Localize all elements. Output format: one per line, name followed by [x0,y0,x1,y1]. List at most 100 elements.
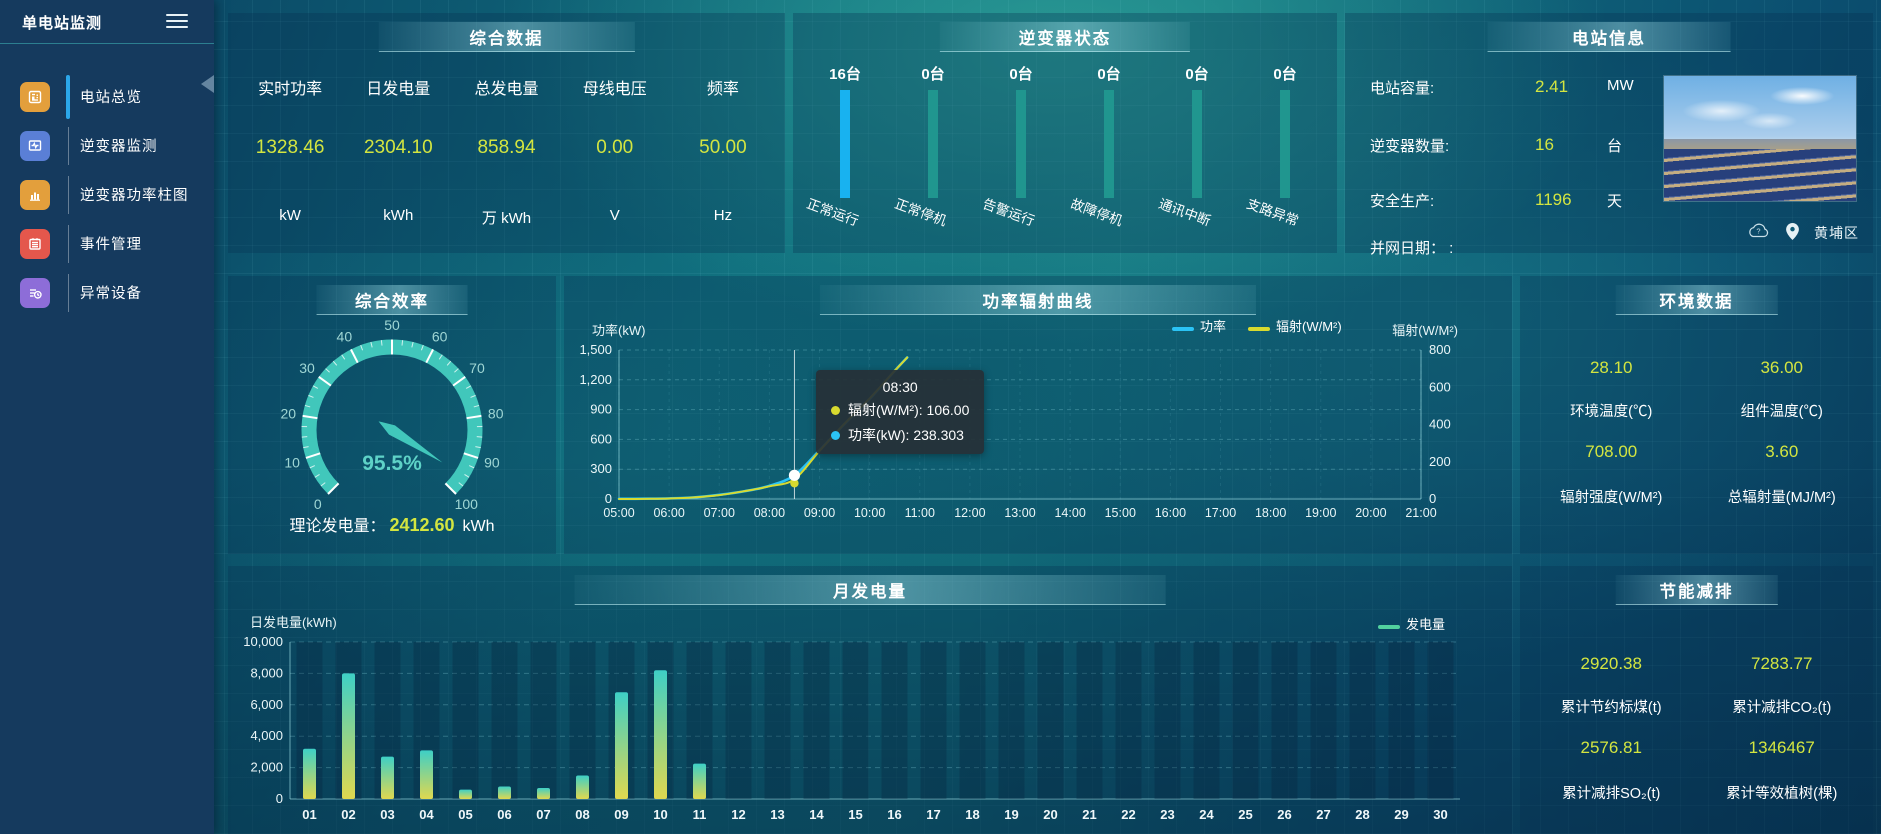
status-bar [1280,90,1290,198]
bar-chart-icon [20,179,50,210]
status-label: 正常运行 [804,196,861,229]
abnormal-devices-icon [20,277,50,308]
row-unit: MW [1607,77,1634,94]
sidebar-collapse-arrow[interactable] [201,75,214,93]
sidebar-item-label: 逆变器功率柱图 [80,188,189,204]
curve-legend[interactable]: 功率 辐射(W/M²) [1172,316,1342,335]
panel-title-text: 逆变器状态 [1018,29,1112,48]
theory-value: 2412.60 [389,515,455,535]
legend-item-power[interactable]: 功率 [1172,316,1226,335]
status-column: 0台 告警运行 [977,13,1065,253]
status-count: 0台 [1009,66,1033,83]
energy-bar [615,692,628,799]
panel-title-text: 综合效率 [355,292,429,311]
svg-text:12: 12 [731,807,745,822]
category-background-band [1232,642,1259,799]
legend-item-generation[interactable]: 发电量 [1378,614,1445,633]
sidebar-item-inverter-monitor[interactable]: 逆变器监测 [0,121,214,170]
svg-text:19: 19 [1004,807,1018,822]
sidebar: 单电站监测 电站总览 [0,0,214,834]
power-marker [788,469,801,481]
power-dot [831,430,840,440]
metric-label: 累计减排CO₂(t) [1732,700,1832,716]
svg-text:100: 100 [455,496,479,512]
monthly-legend[interactable]: 发电量 [1378,614,1445,633]
svg-text:09: 09 [614,807,628,822]
safe-production-row: 安全生产: 1196 天 [1370,190,1867,214]
power-radiation-chart[interactable]: 0 300 600 900 1,200 1,500 0 200 400 600 800 05:00 06… [564,276,1512,554]
metric-bus-voltage: 母线电压 0.00 V [561,13,669,253]
svg-text:16:00: 16:00 [1155,506,1186,520]
svg-text:20:00: 20:00 [1355,506,1386,520]
panel-title-text: 月发电量 [833,582,907,601]
row-value: 1196 [1535,190,1572,209]
panel-title: 逆变器状态 [939,22,1191,52]
sidebar-item-inverter-power-bars[interactable]: 逆变器功率柱图 [0,170,214,219]
status-count: 16台 [829,66,861,83]
panel-title-text: 环境数据 [1659,292,1734,311]
row-label: 逆变器数量: [1370,138,1450,155]
app-title: 单电站监测 [22,15,103,32]
status-column: 0台 故障停机 [1065,13,1153,253]
svg-text:07: 07 [536,807,550,822]
svg-text:2,000: 2,000 [250,760,283,775]
menu-icon[interactable] [166,14,188,32]
svg-text:60: 60 [432,328,448,344]
row-label: 电站容量: [1370,80,1435,97]
svg-text:14:00: 14:00 [1054,506,1085,520]
metric-value: 2576.81 [1580,738,1642,757]
metric-label: 环境温度(℃) [1570,404,1653,420]
svg-text:10: 10 [653,807,667,822]
sidebar-item-abnormal-devices[interactable]: 异常设备 [0,268,214,317]
saving-metrics: 2920.38 累计节约标煤(t) 2576.81 累计减排SO₂(t) 728… [1520,566,1873,834]
metric-label: 日发电量 [366,81,431,98]
inverter-status-bars[interactable]: 16台 正常运行 0台 正常停机 0台 告警运行 0台 故障停机 0台 [793,13,1337,253]
svg-text:06:00: 06:00 [653,506,684,520]
category-background-band [1427,642,1454,799]
legend-item-radiation[interactable]: 辐射(W/M²) [1248,316,1342,335]
svg-text:27: 27 [1316,807,1330,822]
svg-text:200: 200 [1429,454,1451,469]
svg-text:19:00: 19:00 [1305,506,1336,520]
status-label: 告警运行 [980,196,1037,229]
metric-frequency: 频率 50.00 Hz [669,13,777,253]
right-axis-label: 辐射(W/M²) [1392,323,1458,338]
monthly-energy-chart[interactable]: 0 2,000 4,000 6,000 8,000 10,000 01 02 03 04 05 06 0… [228,566,1512,834]
category-background-band [1310,642,1337,799]
chart-tooltip: 08:30 辐射(W/M²): 106.00 功率(kW): 238.303 [816,370,985,454]
svg-text:21:00: 21:00 [1405,506,1436,520]
energy-bar [381,756,394,799]
svg-text:6,000: 6,000 [250,697,283,712]
status-bar [1192,90,1202,198]
svg-text:0: 0 [1429,491,1436,506]
metric-label: 累计等效植树(棵) [1726,786,1838,802]
status-count: 0台 [1273,66,1297,83]
svg-text:18: 18 [965,807,979,822]
efficiency-gauge[interactable]: 0 10 20 30 40 50 60 70 80 90 100 95.5% [228,276,556,554]
grid-date-row: 并网日期： : [1370,237,1867,261]
env-column: 28.10 环境温度(℃) 708.00 辐射强度(W/M²) [1526,276,1697,554]
status-bar [1016,90,1026,198]
panel-title-text: 综合数据 [469,29,544,48]
item-divider [60,219,76,268]
station-capacity-row: 电站容量: 2.41 MW [1370,77,1867,101]
metric-label: 总辐射量(MJ/M²) [1727,490,1836,506]
energy-bar [303,748,316,799]
tooltip-time: 08:30 [882,379,918,395]
category-background-band [803,642,830,799]
gauge-value: 95.5% [362,452,422,475]
svg-text:21: 21 [1082,807,1096,822]
svg-text:0: 0 [605,491,612,506]
svg-text:06: 06 [497,807,511,822]
row-label: 并网日期： : [1370,240,1454,257]
svg-text:15: 15 [848,807,862,822]
radiation-marker [790,479,799,488]
sidebar-item-event-management[interactable]: 事件管理 [0,219,214,268]
energy-bar [342,673,355,799]
metric-unit: kWh [383,207,414,224]
tooltip-row: 辐射(W/M²): 106.00 [831,400,969,420]
metric-value: 858.94 [477,137,536,158]
sidebar-item-station-overview[interactable]: 电站总览 [0,72,214,121]
metric-unit: V [609,207,620,224]
